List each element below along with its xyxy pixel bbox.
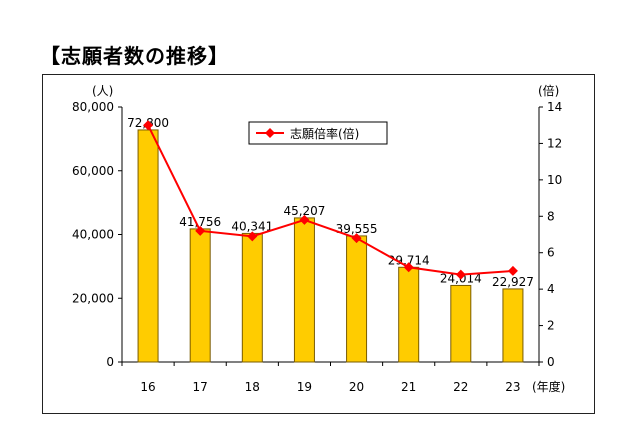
- bar: [189, 228, 211, 363]
- y-right-tick-label: 12: [547, 136, 562, 150]
- line-path: [147, 124, 514, 276]
- y-right-tick-label: 8: [547, 209, 555, 223]
- bar: [450, 284, 472, 363]
- y-left-ticks: 0 20,000 40,000 60,000 80,000: [72, 100, 122, 369]
- page-title: 【志願者数の推移】: [40, 44, 229, 68]
- legend-label: 志願倍率(倍): [290, 126, 359, 141]
- y-right-tick-label: 2: [547, 319, 555, 333]
- legend: 志願倍率(倍): [248, 121, 388, 145]
- line-point: [299, 214, 310, 225]
- x-tick-label: 18: [245, 380, 260, 394]
- bar: [346, 235, 368, 363]
- chart-frame: [42, 74, 595, 414]
- x-tick-label: 16: [140, 380, 155, 394]
- bar-value-label: 29,714: [388, 253, 430, 267]
- y-right-ticks: 0 2 4 6 8 10 12 14: [539, 100, 562, 369]
- bar: [241, 232, 263, 363]
- y-right-tick-label: 0: [547, 355, 555, 369]
- bar-value-label: 22,927: [492, 275, 534, 289]
- y-right-tick-label: 14: [547, 100, 562, 114]
- bar: [398, 266, 420, 363]
- line-point: [455, 269, 466, 280]
- line-point: [351, 233, 362, 244]
- y-right-tick-label: 6: [547, 246, 555, 260]
- y-left-tick-label: 60,000: [72, 164, 114, 178]
- line-point: [403, 262, 414, 273]
- bar-value-label: 41,756: [179, 215, 221, 229]
- y-left-tick-label: 0: [106, 355, 114, 369]
- x-tick-label: 19: [297, 380, 312, 394]
- x-tick-label: 21: [401, 380, 416, 394]
- x-unit-label: (年度): [532, 379, 565, 394]
- y-right-unit-label: (倍): [538, 83, 559, 98]
- bar-series: [137, 129, 524, 363]
- line-point: [143, 120, 154, 131]
- y-left-unit-label: (人): [92, 84, 113, 98]
- bar: [293, 217, 315, 363]
- y-right-tick-label: 10: [547, 173, 562, 187]
- line-point: [247, 231, 258, 242]
- bar: [502, 288, 524, 363]
- x-ticks: 16 17 18 19 20 21 22 23: [121, 362, 540, 394]
- line-point: [507, 265, 518, 276]
- bar-value-label: 45,207: [283, 204, 325, 218]
- y-left-tick-label: 40,000: [72, 228, 114, 242]
- x-tick-label: 17: [193, 380, 208, 394]
- x-tick-label: 23: [505, 380, 520, 394]
- legend-box: [248, 121, 388, 145]
- legend-diamond-marker: [265, 128, 275, 138]
- line-point: [195, 225, 206, 236]
- y-left-tick-label: 20,000: [72, 291, 114, 305]
- line-series: [143, 120, 518, 280]
- x-tick-label: 20: [349, 380, 364, 394]
- bar-value-label: 40,341: [231, 219, 273, 233]
- y-right-tick-label: 4: [547, 282, 555, 296]
- bar-value-label: 39,555: [336, 222, 378, 236]
- y-left-tick-label: 80,000: [72, 100, 114, 114]
- x-tick-label: 22: [453, 380, 468, 394]
- bar: [137, 129, 159, 363]
